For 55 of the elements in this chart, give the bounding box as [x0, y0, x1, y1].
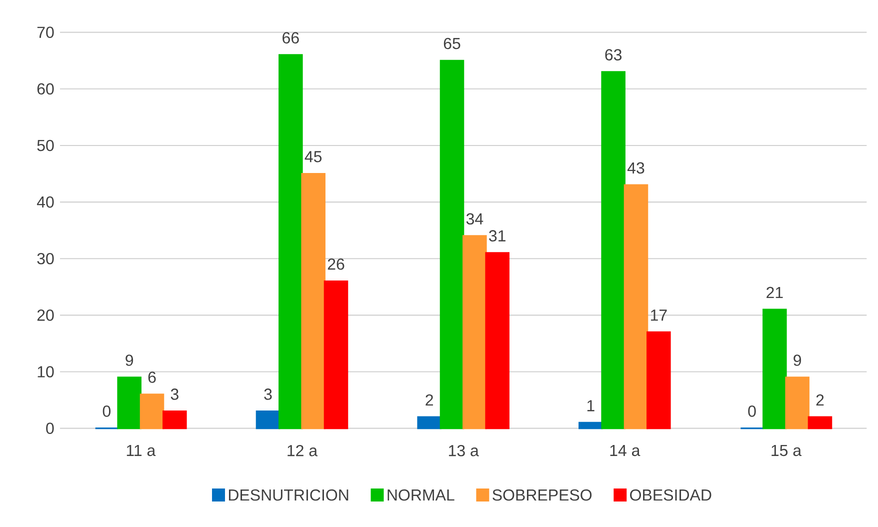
- bar: [646, 331, 671, 430]
- y-tick-label: 70: [37, 26, 54, 38]
- bar: [624, 184, 648, 430]
- bar: [762, 308, 787, 430]
- data-label: 2: [426, 394, 433, 406]
- bar: [601, 71, 626, 430]
- y-tick-label: 50: [37, 140, 54, 152]
- bar: [117, 376, 142, 430]
- data-label: 9: [126, 354, 134, 366]
- bar: [578, 422, 603, 430]
- bar: [808, 416, 832, 430]
- bar: [785, 376, 810, 430]
- bar: [324, 280, 348, 430]
- legend-label: NORMAL: [388, 489, 454, 501]
- bar: [462, 235, 487, 430]
- bar: [278, 54, 303, 430]
- data-label: 66: [282, 32, 299, 44]
- data-label: 26: [328, 258, 344, 270]
- x-tick-label: 14 a: [610, 444, 640, 456]
- data-label: 0: [102, 406, 111, 417]
- data-label: 0: [748, 406, 756, 417]
- y-tick-label: 0: [46, 422, 54, 434]
- data-label: 17: [650, 310, 667, 321]
- y-tick-label: 40: [36, 196, 54, 208]
- data-label: 65: [444, 38, 460, 50]
- data-label: 63: [605, 49, 622, 60]
- data-label: 1: [587, 400, 594, 412]
- data-label: 21: [766, 286, 783, 298]
- data-label: 6: [148, 372, 156, 383]
- data-label: 2: [816, 394, 824, 406]
- bar: [140, 394, 164, 430]
- bar: [485, 252, 510, 430]
- data-label: 3: [264, 388, 272, 400]
- x-tick-label: 13 a: [448, 444, 479, 456]
- data-label: 43: [627, 162, 644, 174]
- data-label: 45: [304, 151, 322, 162]
- y-tick-label: 10: [38, 366, 54, 378]
- data-label: 31: [489, 230, 506, 242]
- data-label: 3: [170, 388, 178, 400]
- bar: [256, 410, 280, 430]
- bar: [162, 410, 187, 430]
- legend-label: OBESIDAD: [630, 489, 712, 501]
- x-tick-label: 15 a: [772, 444, 802, 456]
- y-tick-label: 60: [37, 83, 54, 95]
- bar: [417, 416, 442, 430]
- bar: [301, 172, 326, 430]
- x-tick-label: 12 a: [288, 444, 318, 456]
- bar: [440, 60, 464, 430]
- legend-label: SOBREPESO: [492, 489, 592, 501]
- data-label: 34: [466, 213, 484, 225]
- x-tick-label: 11 a: [126, 444, 156, 456]
- y-tick-label: 20: [37, 310, 54, 321]
- data-label: 9: [794, 354, 802, 366]
- y-tick-label: 30: [37, 252, 54, 264]
- legend-label: DESNUTRICION: [228, 489, 348, 501]
